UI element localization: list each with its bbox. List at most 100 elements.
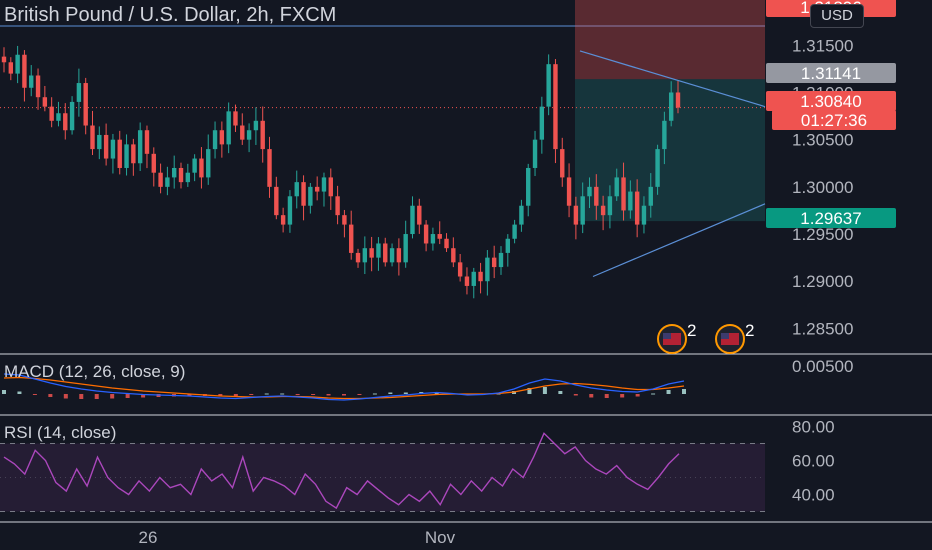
candle-body — [498, 252, 504, 268]
triangle-trendlines[interactable] — [579, 50, 766, 278]
candle-body — [144, 130, 150, 154]
macd-histogram-bar — [48, 394, 53, 397]
candle-body — [628, 191, 633, 211]
time-axis[interactable]: 26 Nov — [139, 528, 456, 547]
rsi-tick-label: 80.00 — [792, 418, 835, 437]
macd-legend[interactable]: MACD (12, 26, close, 9) — [4, 362, 186, 381]
candle-body — [607, 196, 613, 216]
macd-histogram-bar — [666, 390, 671, 394]
candle-body — [573, 205, 579, 225]
crosshair-price-tag-bg — [766, 63, 896, 83]
macd-histogram-bar — [187, 394, 192, 396]
candle-body — [131, 144, 136, 164]
candle-body — [63, 113, 68, 131]
candle-body — [192, 158, 197, 173]
rsi-tick-label: 60.00 — [792, 452, 835, 471]
symbol-title[interactable]: British Pound / U.S. Dollar, 2h, FXCM — [4, 4, 337, 26]
candle-body — [280, 215, 286, 225]
macd-histogram-bar — [357, 394, 362, 395]
event-count: 2 — [745, 321, 754, 340]
descending-trendline — [579, 50, 766, 108]
candle-body — [151, 153, 156, 173]
candle-body — [246, 130, 252, 140]
macd-histogram-bar — [527, 388, 532, 394]
macd-histogram-bar — [342, 394, 346, 396]
macd-histogram-bar — [280, 393, 285, 395]
candle-body — [308, 186, 313, 206]
candle-body — [212, 130, 218, 150]
candlestick-series — [1, 45, 681, 299]
candle-body — [314, 186, 320, 192]
macd-histogram-bar — [17, 391, 22, 394]
candle-body — [457, 262, 463, 277]
us-flag-icon-canton — [663, 333, 671, 339]
candle-body — [566, 177, 572, 206]
candle-body — [49, 106, 54, 121]
candle-body — [335, 196, 340, 216]
candle-body — [29, 75, 34, 88]
time-tick-label: Nov — [425, 528, 456, 547]
candle-body — [301, 182, 306, 206]
candle-body — [267, 149, 272, 187]
candle-body — [362, 248, 368, 263]
price-tick-label: 1.28500 — [792, 319, 853, 338]
price-axis[interactable]: 1.315001.310001.305001.300001.295001.290… — [792, 36, 853, 504]
macd-histogram-bar — [620, 394, 625, 398]
macd-histogram-bar — [63, 394, 68, 399]
time-tick-label: 26 — [139, 528, 158, 547]
candle-body — [369, 248, 374, 258]
candle-body — [668, 92, 674, 121]
candle-body — [464, 276, 470, 286]
macd-histogram-bar — [94, 394, 99, 399]
candle-body — [97, 134, 102, 150]
macd-histogram-bar — [573, 394, 578, 396]
macd-pane — [2, 373, 686, 401]
macd-histogram-bar — [249, 394, 254, 395]
candle-body — [349, 224, 354, 253]
macd-histogram-bar — [264, 393, 269, 395]
candle-body — [444, 238, 449, 249]
candle-body — [165, 177, 170, 187]
candle-body — [403, 234, 408, 263]
candle-body — [69, 101, 75, 131]
candle-body — [253, 120, 259, 131]
countdown-tag: 01:27:36 — [801, 111, 867, 130]
candle-body — [437, 234, 442, 239]
candle-body — [423, 224, 429, 244]
price-tick-label: 1.29000 — [792, 272, 853, 291]
candle-body — [35, 75, 41, 98]
candle-body — [641, 205, 647, 225]
candle-body — [417, 205, 422, 225]
stop-price-tag-bg — [766, 208, 896, 228]
macd-histogram-bar — [388, 392, 393, 394]
rsi-legend[interactable]: RSI (14, close) — [4, 423, 117, 442]
candle-body — [172, 167, 177, 178]
macd-histogram-bar — [604, 394, 609, 398]
currency-button[interactable]: USD — [810, 4, 864, 28]
macd-histogram-bar — [2, 390, 6, 394]
candle-body — [287, 196, 293, 225]
candle-body — [655, 149, 660, 187]
candle-body — [621, 177, 626, 211]
candle-body — [648, 186, 653, 206]
rsi-pane — [0, 432, 765, 512]
macd-histogram-bar — [79, 394, 84, 399]
candle-body — [519, 205, 524, 225]
candle-body — [240, 125, 245, 140]
candle-body — [42, 97, 48, 107]
macd-histogram-bar — [542, 387, 547, 394]
candle-body — [580, 196, 585, 225]
candle-body — [83, 83, 88, 126]
candle-body — [614, 177, 619, 197]
candle-body — [56, 113, 61, 121]
candle-body — [260, 120, 265, 150]
event-count: 2 — [687, 321, 696, 340]
macd-tick-label: 0.00500 — [792, 357, 853, 376]
candle-body — [430, 234, 436, 244]
candle-body — [634, 191, 640, 225]
ascending-trendline — [592, 203, 766, 278]
macd-histogram-bar — [32, 394, 37, 395]
macd-line — [3, 373, 685, 401]
